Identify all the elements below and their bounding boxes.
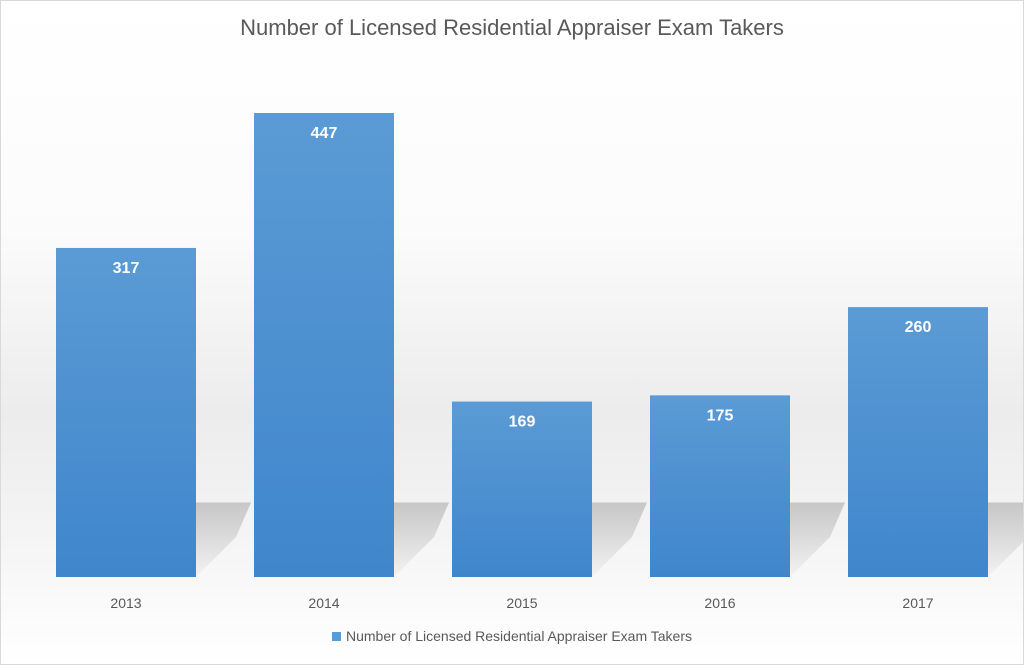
- x-tick-label-2014: 2014: [308, 595, 339, 611]
- bar-2017: [848, 307, 988, 577]
- data-label-2017: 260: [905, 319, 932, 336]
- data-label-2016: 175: [707, 407, 734, 424]
- bar-group: [56, 113, 988, 577]
- data-label-group: 317 447 169 175 260: [113, 125, 932, 431]
- bar-2015: [452, 401, 592, 577]
- x-tick-label-2017: 2017: [902, 595, 933, 611]
- bar-2013: [56, 247, 196, 577]
- data-label-2015: 169: [509, 414, 536, 431]
- bar-2016: [650, 395, 790, 577]
- bar-shadow: [196, 502, 251, 577]
- bar-shadow: [592, 502, 647, 577]
- data-label-2014: 447: [311, 125, 338, 142]
- bar-shadow: [394, 502, 449, 577]
- bar-2014: [254, 113, 394, 577]
- x-tick-label-2013: 2013: [110, 595, 141, 611]
- x-tick-label-2016: 2016: [704, 595, 735, 611]
- data-label-2013: 317: [113, 260, 140, 277]
- bar-shadow: [790, 502, 845, 577]
- bar-shadow: [988, 502, 1023, 577]
- legend-swatch: [331, 632, 341, 641]
- x-tick-label-2015: 2015: [506, 595, 537, 611]
- legend-label: Number of Licensed Residential Appraiser…: [345, 628, 693, 644]
- bar-shadows: [196, 502, 1023, 577]
- chart-title: Number of Licensed Residential Appraiser…: [240, 15, 784, 40]
- x-axis-tick-labels: 2013 2014 2015 2016 2017: [110, 595, 933, 611]
- legend: Number of Licensed Residential Appraiser…: [1, 628, 1023, 644]
